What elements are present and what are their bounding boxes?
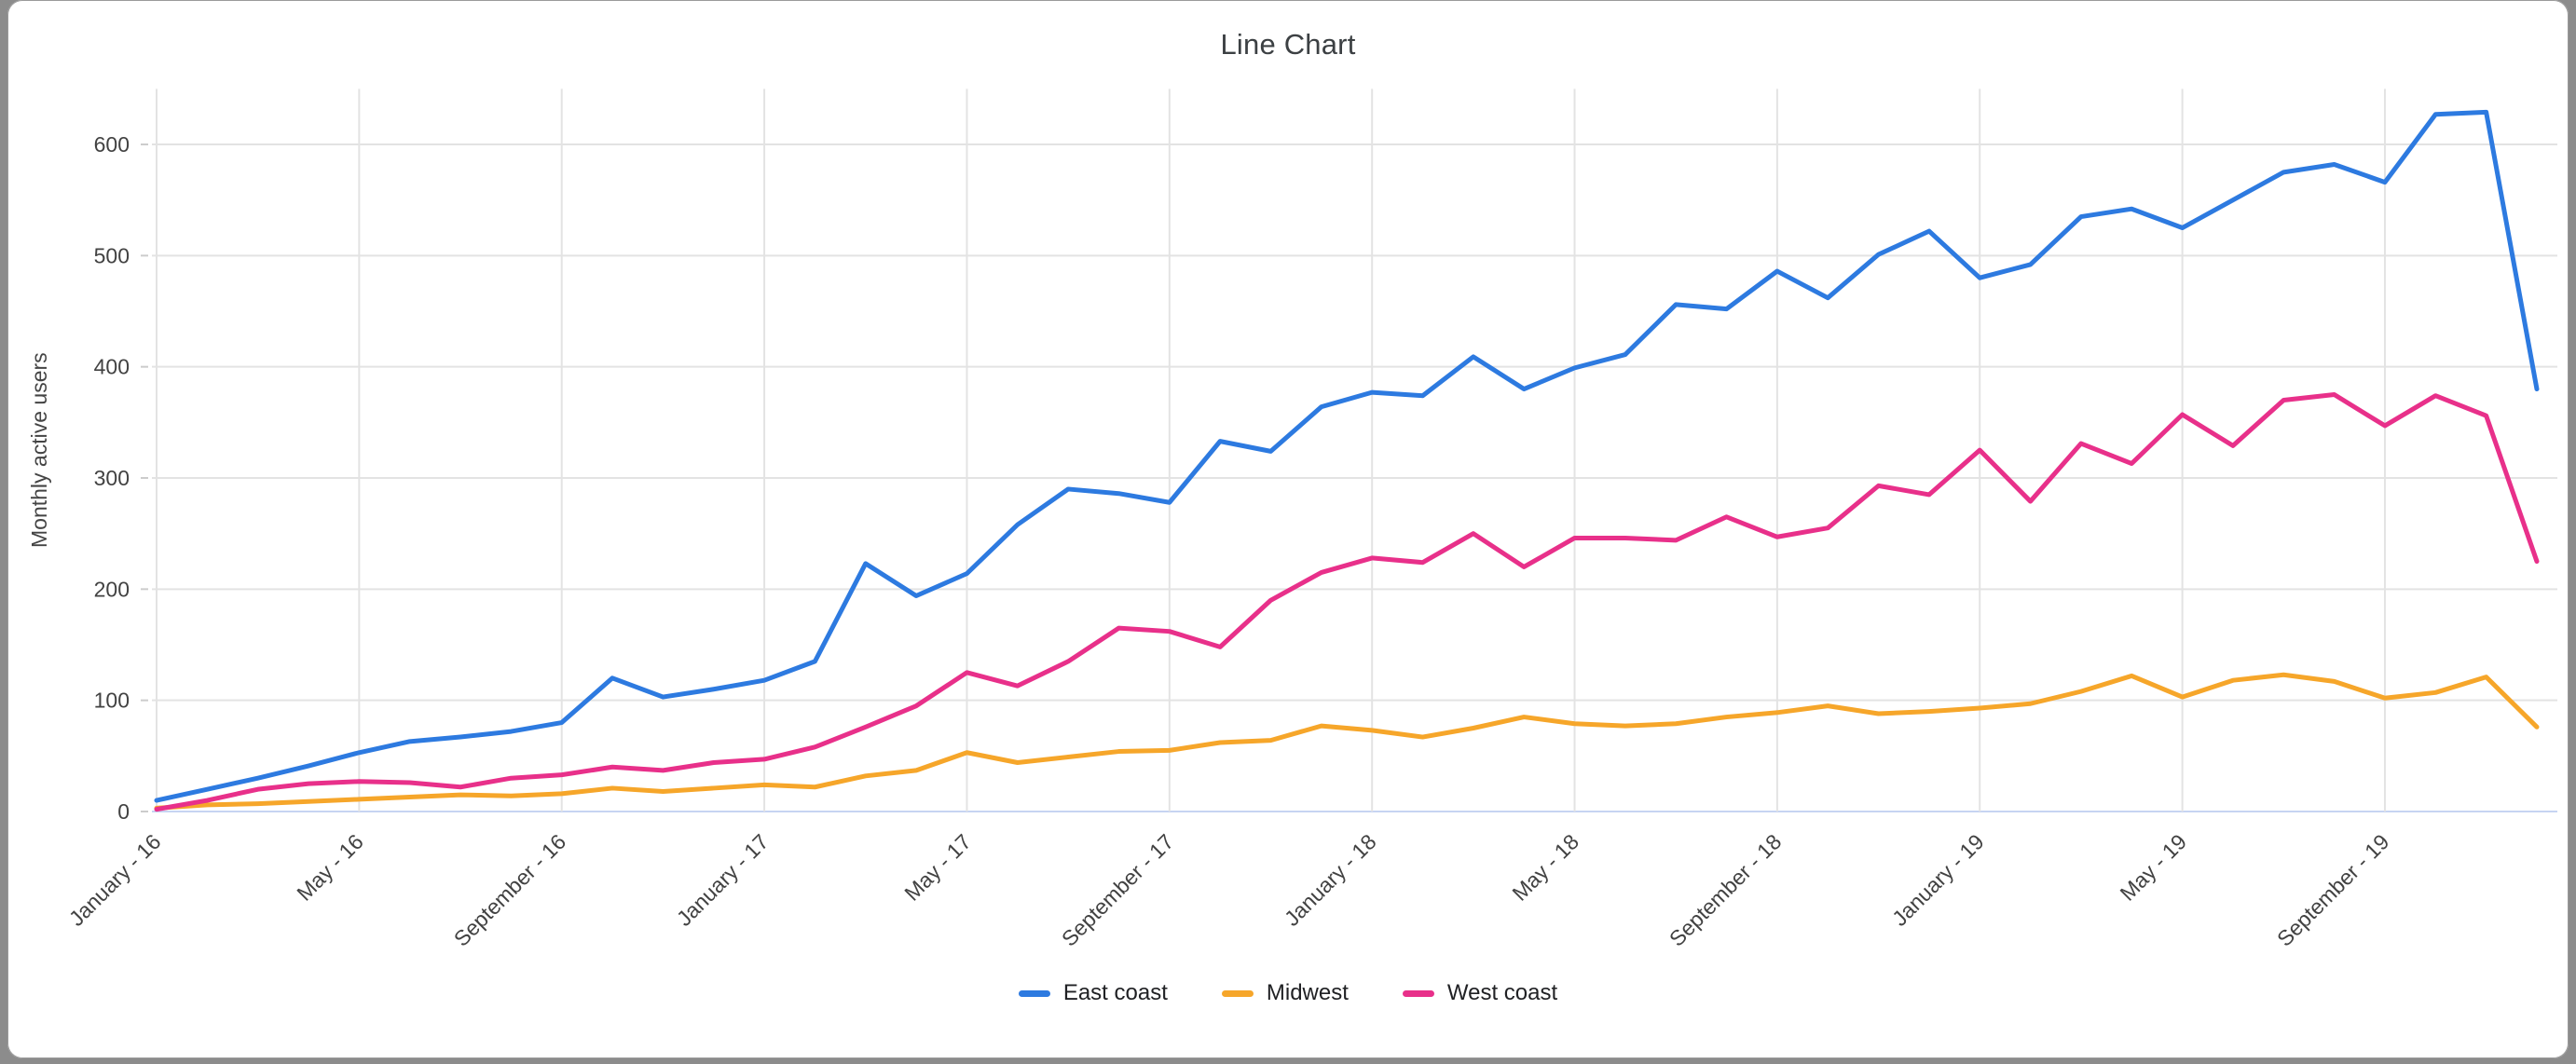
legend-label: East coast	[1062, 980, 1168, 1005]
chart-card: Line Chart 0 100 200 300 400 500 600 January - …	[7, 0, 2569, 1058]
legend-item-midwest[interactable]: Midwest	[1221, 980, 1349, 1006]
svg-text:100: 100	[94, 689, 130, 713]
svg-text:400: 400	[94, 355, 130, 379]
chart-title: Line Chart	[1220, 28, 1356, 61]
svg-text:600: 600	[94, 132, 130, 157]
svg-text:January - 17: January - 17	[672, 829, 774, 931]
east-coast-swatch-icon	[1018, 989, 1050, 997]
legend-item-east-coast[interactable]: East coast	[1018, 980, 1168, 1006]
legend-item-west-coast[interactable]: West coast	[1402, 980, 1558, 1006]
midwest-swatch-icon	[1221, 989, 1254, 997]
svg-text:300: 300	[94, 466, 130, 490]
horizontal-gridlines	[141, 143, 2557, 812]
svg-text:September - 17: September - 17	[1057, 829, 1178, 950]
svg-text:May - 16: May - 16	[292, 829, 368, 906]
svg-text:0: 0	[117, 799, 130, 824]
svg-text:January - 16: January - 16	[64, 829, 166, 931]
chart-legend: East coast Midwest West coast	[7, 980, 2569, 1006]
svg-text:500: 500	[94, 243, 130, 267]
legend-label: Midwest	[1266, 980, 1349, 1005]
west-coast-swatch-icon	[1402, 989, 1434, 997]
svg-text:September - 19: September - 19	[2272, 829, 2393, 950]
svg-text:January - 18: January - 18	[1280, 829, 1381, 931]
legend-label: West coast	[1446, 980, 1558, 1005]
svg-text:200: 200	[94, 577, 130, 601]
svg-text:September - 16: September - 16	[449, 829, 570, 950]
vertical-gridlines	[156, 89, 2386, 812]
svg-text:May - 19: May - 19	[2115, 829, 2191, 906]
svg-text:January - 19: January - 19	[1887, 829, 1989, 931]
svg-text:September - 18: September - 18	[1665, 829, 1786, 950]
svg-text:May - 18: May - 18	[1507, 829, 1583, 906]
x-tick-labels: January - 16 May - 16 September - 16 Januar…	[64, 829, 2394, 950]
west-coast-line	[154, 392, 2540, 812]
svg-text:May - 17: May - 17	[899, 829, 976, 906]
y-tick-labels: 0 100 200 300 400 500 600	[94, 132, 130, 824]
chart-canvas: 0 100 200 300 400 500 600 January - 16 May - 16 S…	[27, 89, 2557, 951]
midwest-line	[154, 672, 2540, 811]
east-coast-line	[154, 109, 2540, 803]
y-axis-title: Monthly active users	[27, 352, 51, 548]
